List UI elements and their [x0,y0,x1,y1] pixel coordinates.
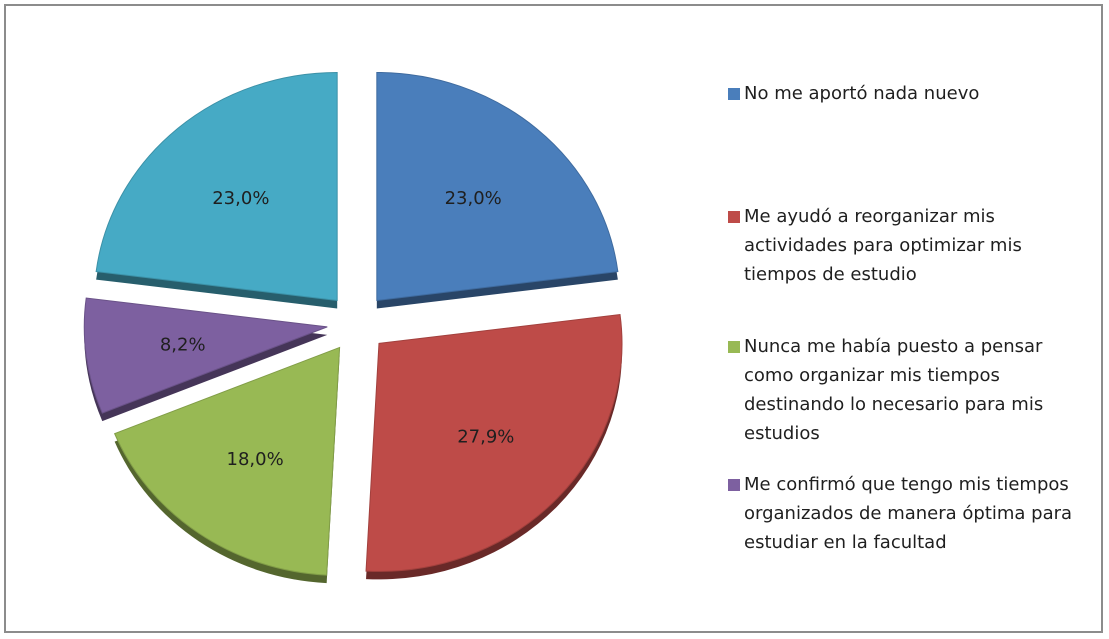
legend-item: Nunca me había puesto a pensar como orga… [728,335,1094,448]
legend-item: Me confirmó que tengo mis tiempos organi… [728,473,1094,557]
legend-swatch [728,479,740,491]
pie-slice [376,71,619,302]
legend-swatch [728,211,740,223]
pie-data-label: 23,0% [445,188,502,209]
pie-data-label: 27,9% [457,427,514,448]
pie-data-label: 18,0% [227,449,284,470]
legend-swatch [728,88,740,100]
legend-swatch [728,341,740,353]
pie-slice [365,313,623,572]
legend-label: Me ayudó a reorganizar mis actividades p… [744,206,1022,285]
legend-label: No me aportó nada nuevo [744,83,980,104]
legend-item: No me aportó nada nuevo [728,82,1094,108]
pie-data-label: 23,0% [212,188,269,209]
legend-item: Me ayudó a reorganizar mis actividades p… [728,205,1094,289]
legend-label: Me confirmó que tengo mis tiempos organi… [744,474,1073,553]
pie-data-label: 8,2% [160,335,206,356]
pie-slice [95,71,338,302]
legend-label: Nunca me había puesto a pensar como orga… [744,336,1044,444]
pie-slice [113,346,341,576]
pie-slice [83,297,328,414]
